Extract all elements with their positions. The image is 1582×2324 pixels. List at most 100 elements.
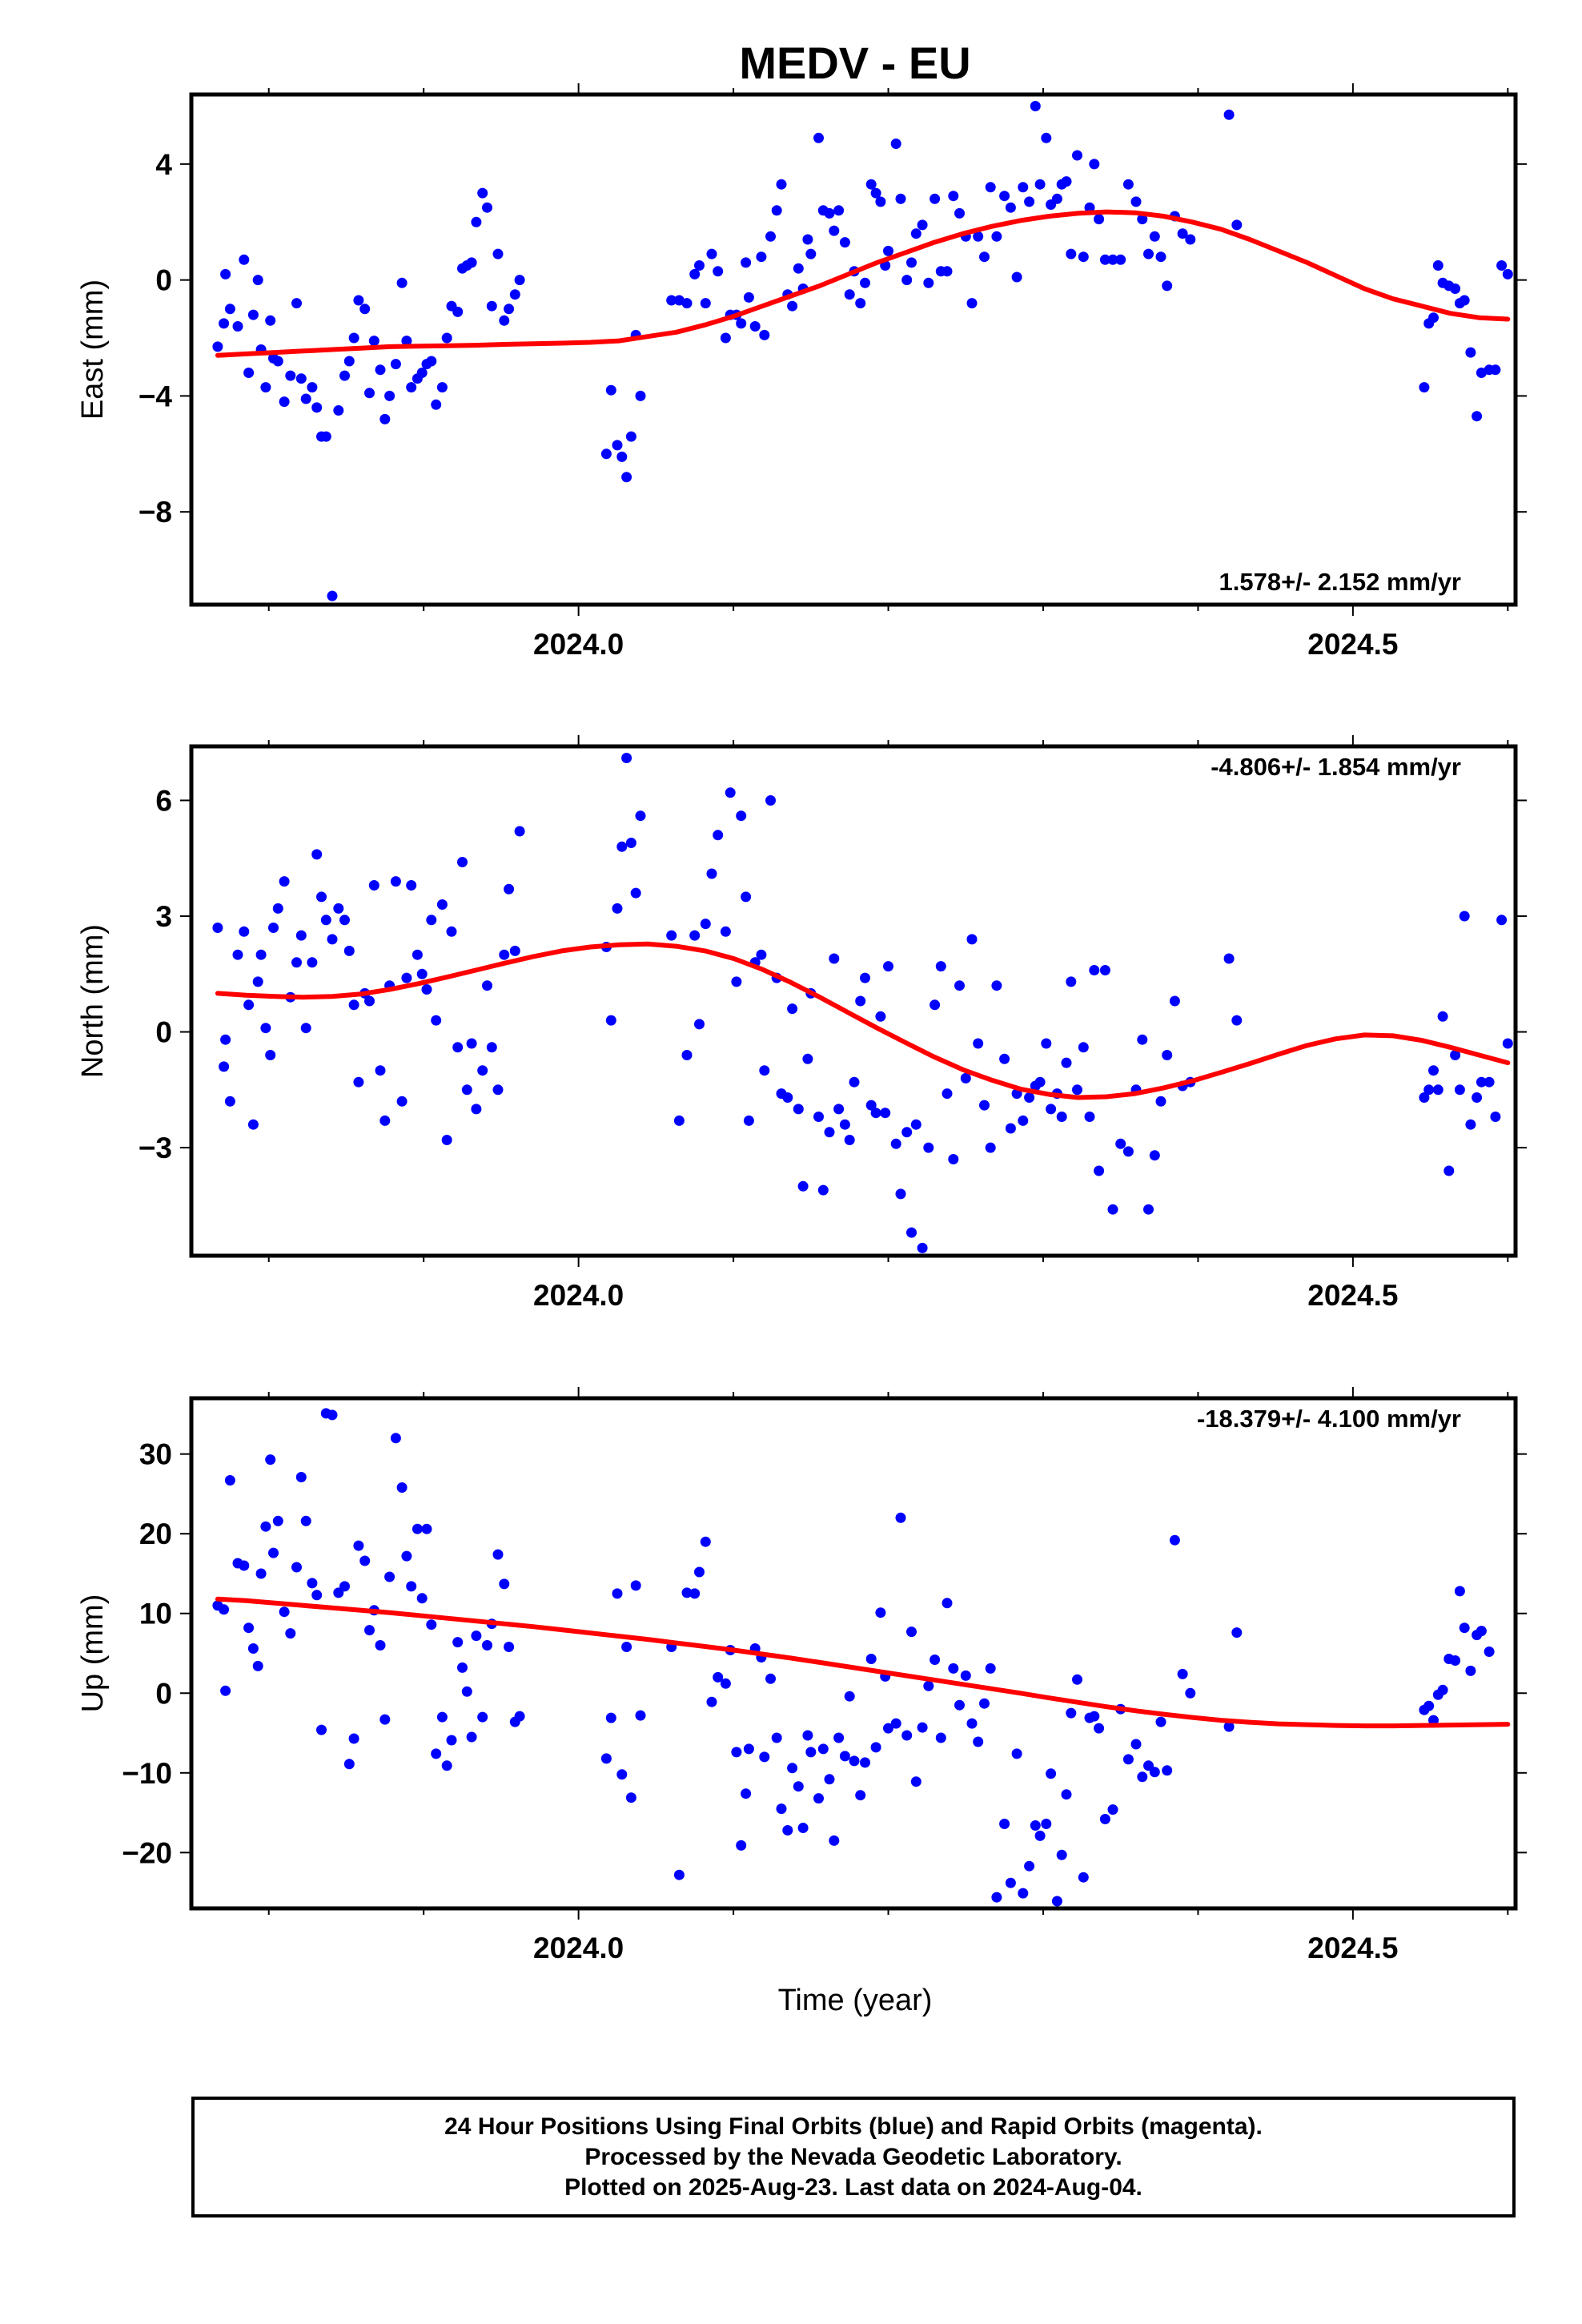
north-data-point	[787, 1003, 798, 1015]
up-data-point	[316, 1724, 327, 1735]
east-data-point	[839, 237, 850, 248]
north-data-point	[457, 857, 468, 867]
east-data-point	[416, 368, 428, 378]
up-y-tick-label: 20	[139, 1518, 172, 1550]
east-data-point	[353, 295, 364, 306]
north-data-point	[844, 1135, 855, 1145]
up-data-point	[461, 1686, 472, 1697]
up-data-point	[883, 1723, 893, 1734]
east-plot-frame	[189, 92, 1518, 607]
up-data-point	[396, 1482, 408, 1493]
north-data-point	[1034, 1076, 1046, 1088]
up-data-point	[630, 1580, 641, 1591]
north-data-point	[1454, 1084, 1465, 1096]
north-data-point	[694, 1019, 705, 1030]
up-data-point	[272, 1515, 283, 1526]
north-data-point	[1490, 1112, 1501, 1122]
east-data-point	[1122, 179, 1134, 190]
east-data-point	[906, 257, 917, 268]
north-points	[212, 753, 1513, 1253]
up-data-point	[379, 1714, 391, 1725]
east-x-tick-label: 2024.0	[533, 628, 624, 661]
north-data-point	[880, 1108, 891, 1119]
up-data-point	[797, 1823, 809, 1833]
east-data-point	[1005, 202, 1016, 213]
north-data-point	[1428, 1065, 1439, 1076]
north-data-point	[1061, 1057, 1072, 1068]
east-data-point	[368, 336, 379, 347]
north-data-point	[1078, 1042, 1089, 1053]
east-data-point	[401, 336, 412, 347]
up-data-point	[829, 1835, 840, 1846]
up-data-point	[375, 1640, 386, 1651]
north-data-point	[1443, 1165, 1455, 1176]
up-data-point	[817, 1743, 829, 1755]
north-data-point	[883, 961, 893, 972]
north-data-point	[1502, 1038, 1513, 1049]
up-data-point	[504, 1642, 515, 1652]
up-data-point	[1459, 1622, 1470, 1634]
up-rate-label: -18.379+/- 4.100 mm/yr	[1197, 1405, 1461, 1433]
east-points	[212, 101, 1513, 601]
north-data-point	[1149, 1150, 1160, 1161]
north-data-point	[741, 891, 752, 903]
up-data-point	[295, 1472, 307, 1482]
north-data-point	[441, 1135, 452, 1145]
up-data-point	[224, 1475, 235, 1486]
east-data-point	[616, 451, 628, 462]
east-data-point	[736, 318, 747, 329]
up-data-point	[327, 1409, 338, 1421]
north-data-point	[833, 1104, 845, 1115]
up-data-point	[890, 1718, 901, 1729]
east-data-point	[390, 359, 401, 370]
north-data-point	[960, 1072, 971, 1084]
east-data-point	[910, 228, 921, 239]
up-data-point	[999, 1819, 1010, 1829]
up-data-point	[855, 1790, 866, 1801]
east-data-point	[396, 277, 408, 288]
up-data-point	[605, 1712, 616, 1723]
north-data-point	[482, 980, 492, 991]
east-data-point	[1143, 248, 1154, 259]
up-data-point	[771, 1732, 782, 1743]
east-data-point	[232, 321, 243, 332]
east-data-point	[471, 216, 482, 227]
north-data-point	[446, 926, 457, 937]
north-data-point	[471, 1104, 482, 1115]
up-data-point	[895, 1512, 906, 1523]
north-data-point	[616, 841, 628, 852]
up-data-point	[333, 1587, 344, 1598]
north-data-point	[605, 1015, 616, 1026]
up-data-point	[1162, 1765, 1173, 1776]
up-y-axis-label: Up (mm)	[76, 1594, 110, 1713]
up-data-point	[759, 1751, 770, 1763]
north-data-point	[839, 1119, 850, 1130]
up-data-point	[1137, 1771, 1148, 1783]
east-data-point	[224, 304, 235, 315]
up-data-point	[901, 1730, 913, 1741]
north-data-point	[421, 984, 432, 995]
up-data-point	[441, 1760, 452, 1771]
north-data-point	[756, 949, 767, 960]
north-data-point	[797, 1180, 809, 1192]
up-data-point	[1107, 1804, 1118, 1815]
up-data-point	[802, 1730, 813, 1741]
up-data-point	[694, 1566, 705, 1578]
east-data-point	[824, 207, 835, 219]
east-data-point	[999, 191, 1010, 202]
up-fit-curve	[215, 1596, 1511, 1729]
north-data-point	[499, 949, 510, 960]
east-data-point	[260, 382, 271, 393]
north-y-tick-label: 0	[155, 1016, 172, 1049]
east-data-point	[1011, 271, 1022, 283]
up-data-point	[1450, 1655, 1461, 1666]
up-data-point	[612, 1588, 623, 1599]
north-data-point	[486, 1042, 497, 1053]
east-data-point	[930, 193, 941, 204]
up-data-point	[1465, 1665, 1476, 1676]
up-data-point	[776, 1803, 787, 1815]
up-data-point	[689, 1588, 701, 1599]
up-data-point	[1030, 1820, 1041, 1831]
east-data-point	[756, 251, 767, 263]
north-data-point	[348, 999, 359, 1011]
